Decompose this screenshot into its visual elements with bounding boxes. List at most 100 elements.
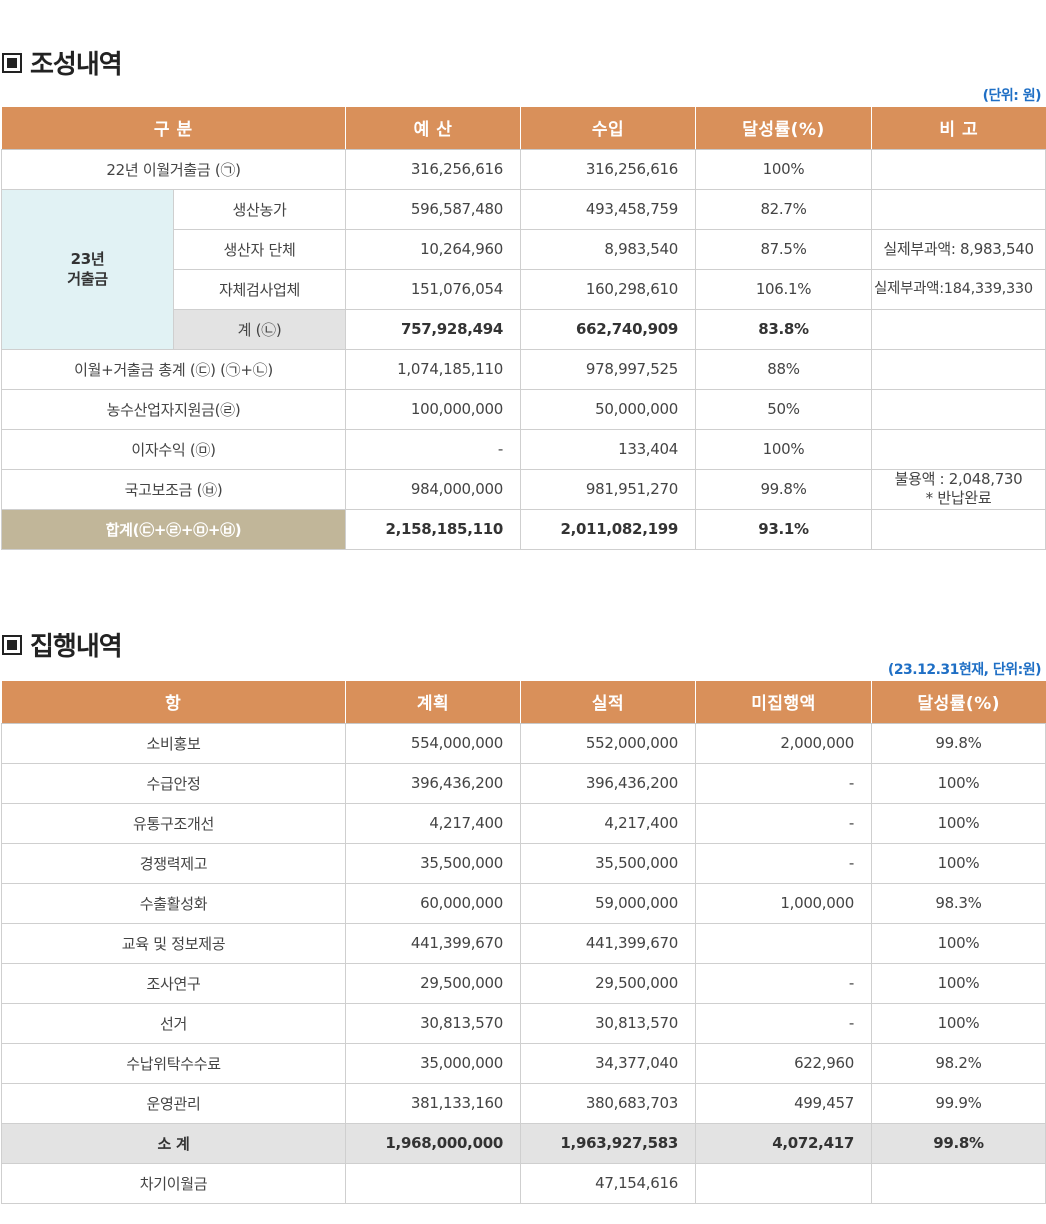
row-label: 운영관리: [1, 1082, 346, 1124]
income-cell: 493,458,759: [520, 188, 697, 230]
actual-cell: 4,217,400: [520, 802, 696, 844]
total-label: 합계(㉢+㉣+㉤+㉥): [0, 508, 347, 550]
rate-cell: 98.2%: [871, 1042, 1046, 1084]
header-plan: 계획: [345, 681, 521, 724]
header-income: 수입: [520, 107, 697, 150]
budget-cell: 596,587,480: [345, 188, 522, 230]
row-label: 이월+거출금 총계 (㉢) (㉠+㉡): [0, 348, 347, 390]
rate-cell: 98.3%: [871, 882, 1046, 924]
rate-cell: 100%: [871, 922, 1046, 964]
income-cell: 316,256,616: [520, 148, 697, 190]
actual-cell: 35,500,000: [520, 842, 696, 884]
row-label: 이자수익 (㉤): [0, 428, 347, 470]
row-label: 22년 이월거출금 (㉠): [0, 148, 347, 190]
actual-cell: 1,963,927,583: [520, 1122, 696, 1164]
rate-cell: 50%: [695, 388, 873, 430]
plan-cell: 554,000,000: [345, 722, 521, 764]
budget-cell: 316,256,616: [345, 148, 522, 190]
table-row: 수급안정 396,436,200 396,436,200 - 100%: [1, 762, 1046, 804]
actual-cell: 34,377,040: [520, 1042, 696, 1084]
unspent-cell: -: [695, 802, 872, 844]
note-cell: [871, 508, 1046, 550]
table-row: 이월+거출금 총계 (㉢) (㉠+㉡) 1,074,185,110 978,99…: [0, 348, 1046, 390]
actual-cell: 380,683,703: [520, 1082, 696, 1124]
table-header-row: 구 분 예 산 수입 달성률(%) 비 고: [1, 107, 1046, 150]
note-cell: [871, 428, 1046, 470]
row-label: 국고보조금 (㉥): [0, 468, 347, 510]
note-cell: [871, 148, 1046, 190]
table-row: 23년 거출금 생산농가 596,587,480 493,458,759 82.…: [1, 188, 1046, 350]
table-row: 자체검사업체 151,076,054 160,298,610 106.1% 실제…: [2, 268, 1046, 310]
row-label: 생산농가: [172, 188, 347, 230]
actual-cell: 30,813,570: [520, 1002, 696, 1044]
rate-cell: 88%: [695, 348, 873, 390]
plan-cell: 35,000,000: [345, 1042, 521, 1084]
note-cell: [871, 348, 1046, 390]
rate-cell: 100%: [871, 1002, 1046, 1044]
composition-table: 구 분 예 산 수입 달성률(%) 비 고 22년 이월거출금 (㉠) 316,…: [0, 107, 1046, 550]
total-row: 합계(㉢+㉣+㉤+㉥) 2,158,185,110 2,011,082,199 …: [0, 508, 1046, 550]
rate-cell: 99.9%: [871, 1082, 1046, 1124]
plan-cell: 35,500,000: [345, 842, 521, 884]
section-title-text: 조성내역: [30, 50, 123, 80]
table-row: 수출활성화 60,000,000 59,000,000 1,000,000 98…: [1, 882, 1046, 924]
row-label: 유통구조개선: [1, 802, 346, 844]
note-line1: 불용액 : 2,048,730: [894, 470, 1023, 488]
rate-cell: 100%: [871, 762, 1046, 804]
header-rate: 달성률(%): [695, 107, 873, 150]
table-row: 조사연구 29,500,000 29,500,000 - 100%: [1, 962, 1046, 1004]
income-cell: 2,011,082,199: [520, 508, 697, 550]
rate-cell: 100%: [871, 962, 1046, 1004]
plan-cell: 381,133,160: [345, 1082, 521, 1124]
actual-cell: 396,436,200: [520, 762, 696, 804]
group-label: 23년 거출금: [1, 188, 174, 350]
rate-cell: 93.1%: [695, 508, 873, 550]
table-row: 경쟁력제고 35,500,000 35,500,000 - 100%: [1, 842, 1046, 884]
table-row: 이자수익 (㉤) - 133,404 100%: [0, 428, 1046, 470]
actual-cell: 441,399,670: [520, 922, 696, 964]
rate-cell: 99.8%: [695, 468, 873, 510]
budget-cell: -: [345, 428, 522, 470]
plan-cell: 1,968,000,000: [345, 1122, 521, 1164]
rate-cell: 100%: [695, 428, 873, 470]
row-label: 차기이월금: [1, 1162, 346, 1204]
table-row: 수납위탁수수료 35,000,000 34,377,040 622,960 98…: [1, 1042, 1046, 1084]
square-bullet-icon: [2, 52, 22, 73]
table-row: 계 (㉡) 757,928,494 662,740,909 83.8%: [2, 308, 1046, 350]
section-title-execution: 집행내역: [2, 626, 123, 663]
row-label: 농수산업자지원금(㉣): [0, 388, 347, 430]
header-actual: 실적: [520, 681, 696, 724]
income-cell: 8,983,540: [520, 228, 697, 270]
plan-cell: 60,000,000: [345, 882, 521, 924]
unspent-cell: 499,457: [695, 1082, 872, 1124]
budget-cell: 2,158,185,110: [345, 508, 522, 550]
income-cell: 50,000,000: [520, 388, 697, 430]
row-label: 수급안정: [1, 762, 346, 804]
budget-cell: 10,264,960: [345, 228, 522, 270]
rate-cell: 87.5%: [695, 228, 873, 270]
table-row: 선거 30,813,570 30,813,570 - 100%: [1, 1002, 1046, 1044]
unspent-cell: 622,960: [695, 1042, 872, 1084]
note-line2: * 반납완료: [925, 489, 992, 507]
row-label: 계 (㉡): [172, 308, 347, 350]
rate-cell: 100%: [871, 842, 1046, 884]
unspent-cell: 2,000,000: [695, 722, 872, 764]
plan-cell: 29,500,000: [345, 962, 521, 1004]
note-cell: 실제부과액: 8,983,540: [871, 228, 1046, 270]
table-row: 생산자 단체 10,264,960 8,983,540 87.5% 실제부과액:…: [2, 228, 1046, 270]
execution-table: 항 계획 실적 미집행액 달성률(%) 소비홍보 554,000,000 552…: [1, 681, 1046, 1204]
row-label: 소비홍보: [1, 722, 346, 764]
plan-cell: [345, 1162, 521, 1204]
income-cell: 133,404: [520, 428, 697, 470]
actual-cell: 552,000,000: [520, 722, 696, 764]
row-label: 수출활성화: [1, 882, 346, 924]
note-cell: [871, 188, 1046, 230]
table-row: 농수산업자지원금(㉣) 100,000,000 50,000,000 50%: [0, 388, 1046, 430]
header-item: 항: [1, 681, 346, 724]
unspent-cell: 1,000,000: [695, 882, 872, 924]
table-row: 22년 이월거출금 (㉠) 316,256,616 316,256,616 10…: [0, 148, 1046, 190]
budget-cell: 100,000,000: [345, 388, 522, 430]
table-row: 교육 및 정보제공 441,399,670 441,399,670 100%: [1, 922, 1046, 964]
budget-cell: 757,928,494: [345, 308, 522, 350]
income-cell: 160,298,610: [520, 268, 697, 310]
